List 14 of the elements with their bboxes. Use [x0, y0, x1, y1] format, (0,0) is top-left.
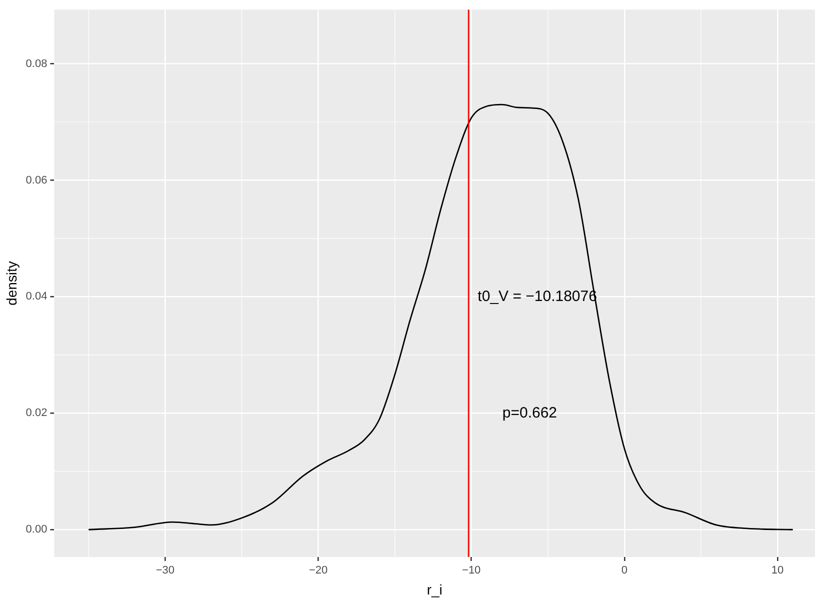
- y-tick-label: 0.02: [26, 407, 48, 420]
- x-tick-label: 0: [621, 564, 628, 577]
- x-tick-label: 10: [771, 564, 784, 577]
- line-series: [88, 104, 794, 530]
- y-tick-label: 0.08: [26, 58, 48, 70]
- y-axis-title: density: [3, 261, 20, 306]
- y-tick-label: 0.04: [26, 290, 48, 303]
- x-tick-label: −30: [156, 564, 175, 577]
- x-tick-label: −20: [308, 564, 328, 577]
- y-tick-label: 0.00: [26, 524, 48, 536]
- annotation: p=0.662: [502, 404, 558, 422]
- x-axis-title: r_i: [426, 581, 442, 598]
- y-tick-label: 0.06: [26, 174, 48, 186]
- x-tick-label: −10: [462, 564, 481, 577]
